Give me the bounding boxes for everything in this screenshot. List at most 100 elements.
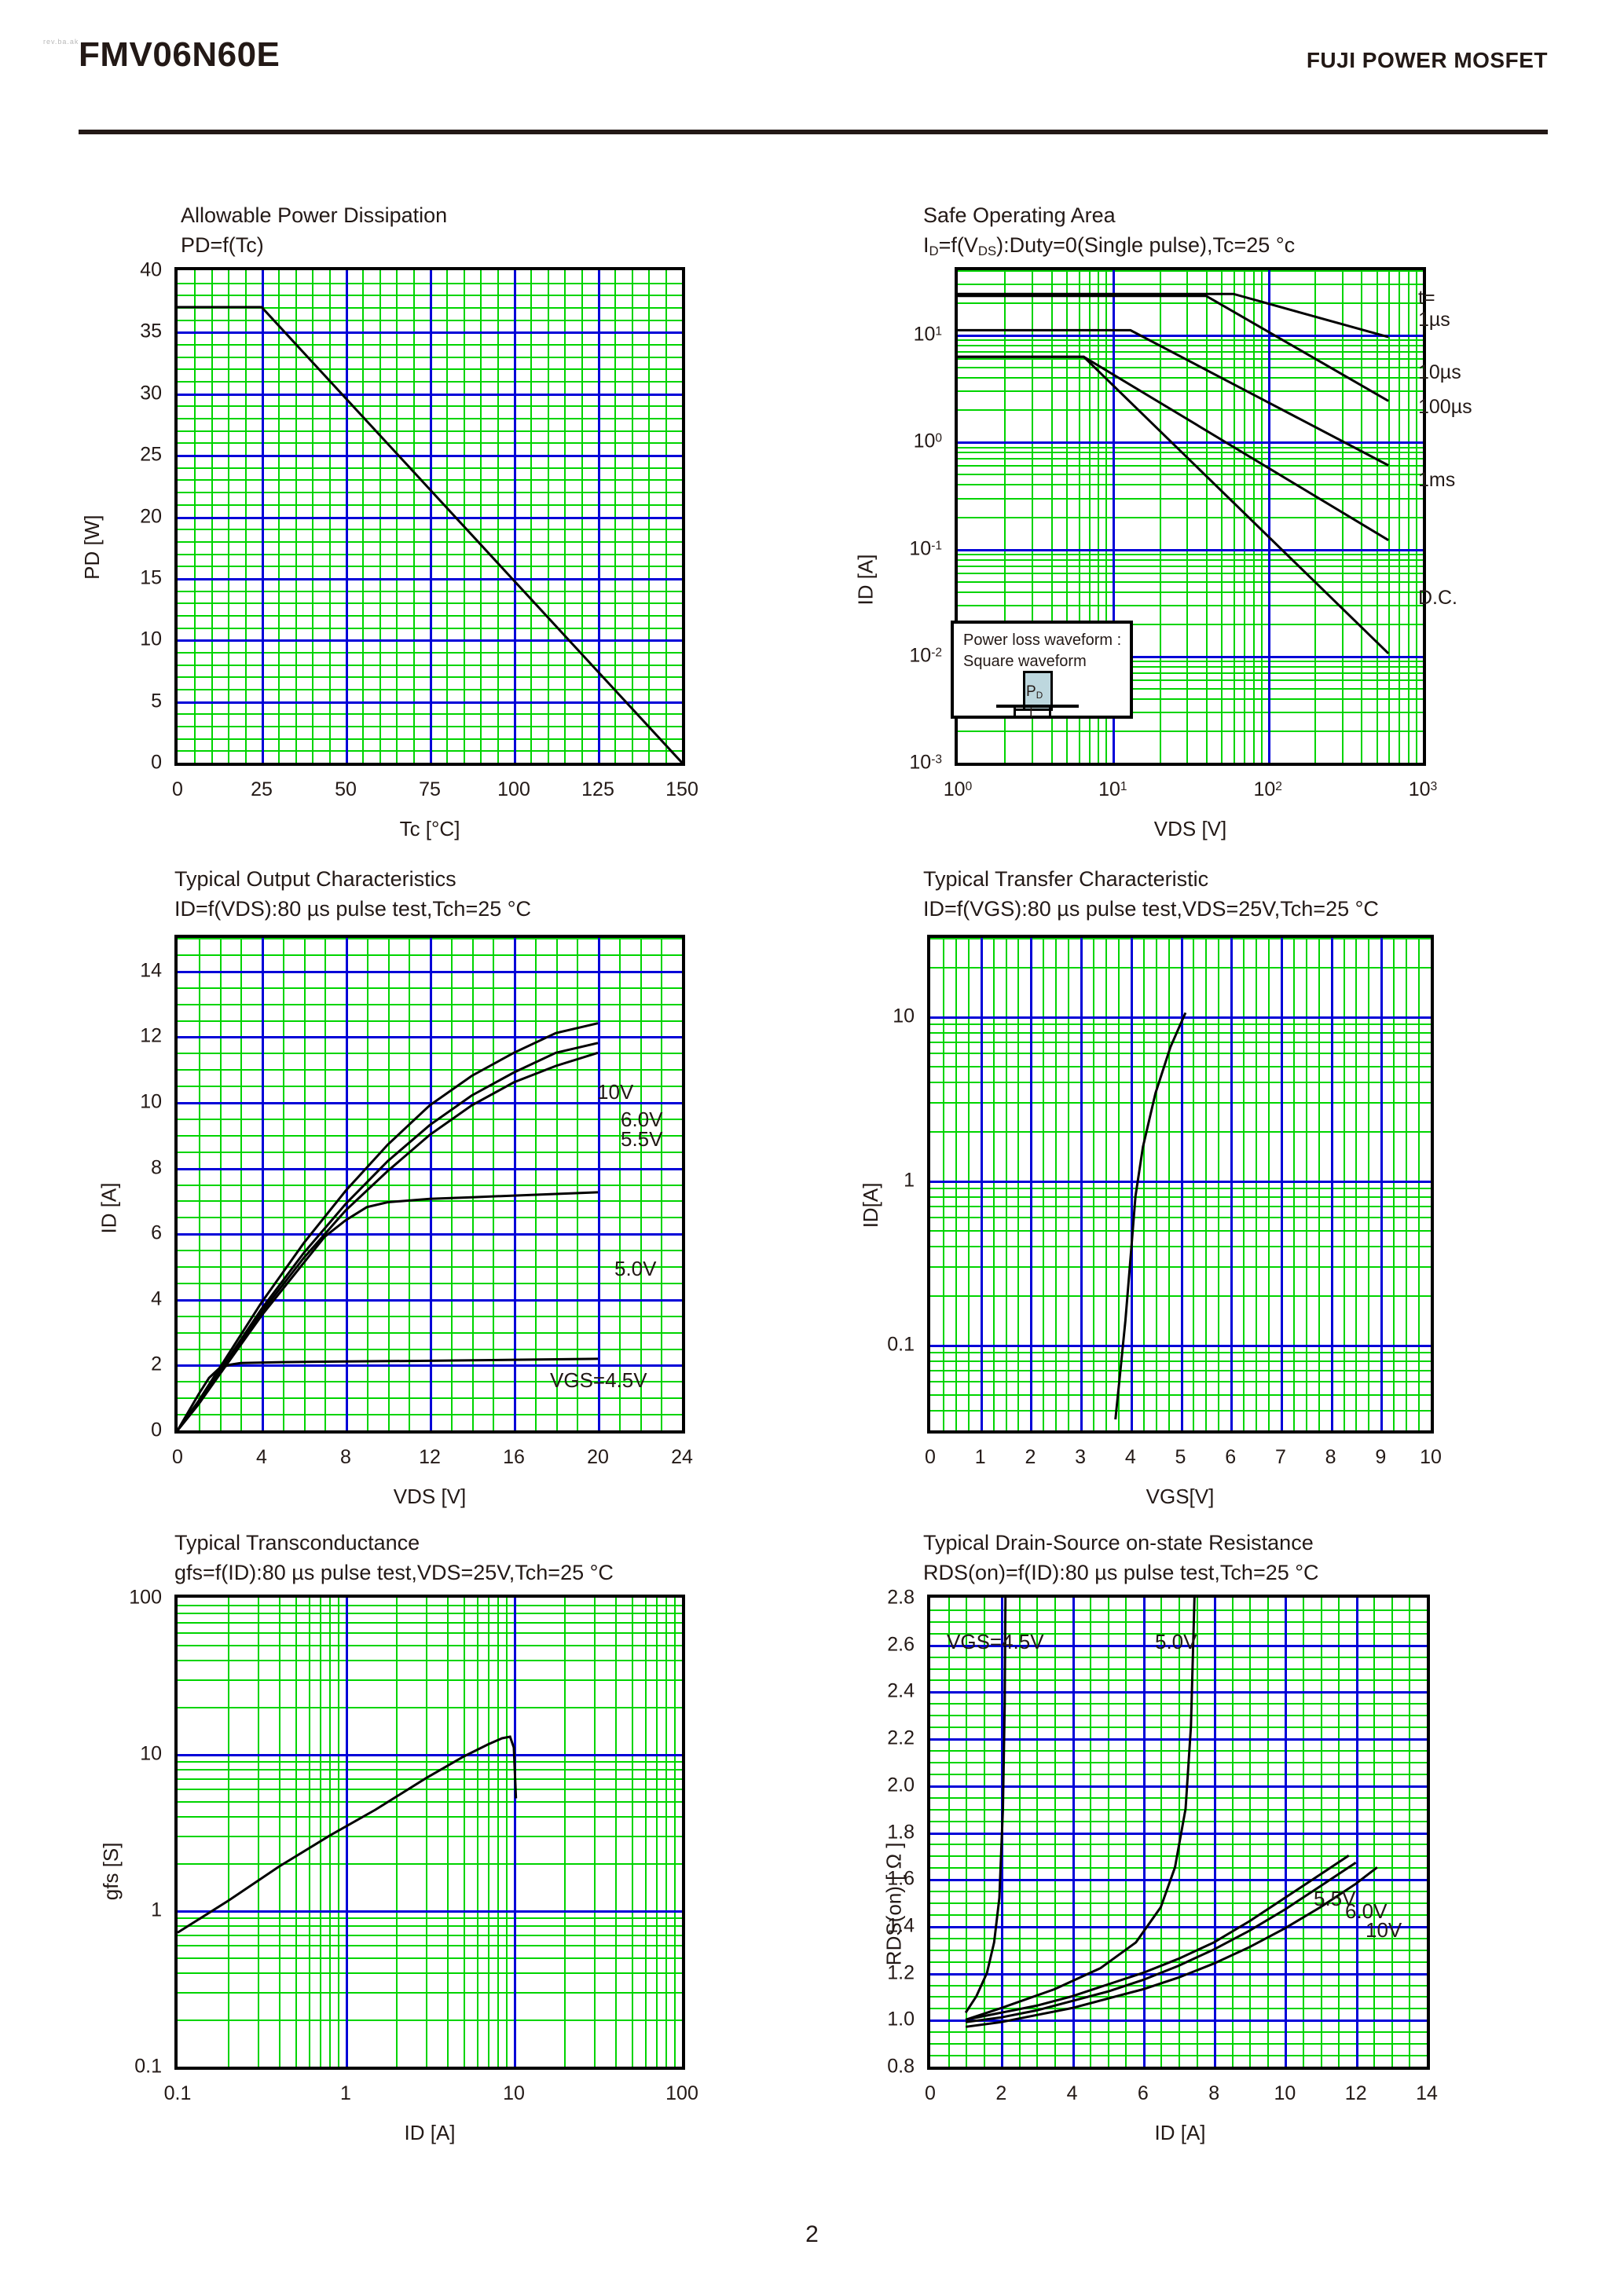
x-axis-tick: 2 [995, 2082, 1007, 2104]
soa-label-1us: 1µs [1418, 309, 1450, 331]
gridline-minor-v [1142, 938, 1145, 1430]
x-axis-tick: 6 [1225, 1446, 1237, 1468]
gridline-major-v [514, 1598, 516, 2067]
gridline-minor-v [1406, 938, 1408, 1430]
chart4-plot-area [927, 935, 1434, 1434]
x-axis-tick: 102 [1253, 778, 1282, 800]
gridline-minor-h [958, 446, 1423, 449]
gridline-major-h [958, 335, 1423, 338]
gridline-minor-h [930, 1679, 1427, 1682]
gridline-minor-v [446, 1598, 449, 2067]
output-curve-label-vgs-4-5v: VGS=4.5V [550, 1368, 647, 1392]
chart-typical-rdson: Typical Drain-Source on-state Resistance… [923, 1528, 1319, 1588]
gridline-minor-h [930, 1668, 1427, 1670]
gridline-major-h [178, 1102, 682, 1104]
gridline-major-h [930, 1832, 1427, 1835]
gridline-major-v [346, 938, 348, 1430]
x-axis-tick: 4 [1066, 2082, 1078, 2104]
x-axis-tick: 100 [497, 778, 530, 800]
gridline-minor-v [1243, 938, 1245, 1430]
gridline-major-h [958, 655, 1423, 658]
gridline-minor-h [930, 1796, 1427, 1799]
gridline-minor-h [958, 679, 1423, 681]
gridline-minor-h [958, 604, 1423, 606]
gridline-minor-h [178, 1925, 682, 1928]
chart1-y-axis-label: PD [W] [80, 514, 104, 580]
chart3-plot-area [174, 935, 685, 1434]
gridline-minor-v [1267, 938, 1270, 1430]
gridline-major-v [1267, 270, 1270, 763]
curve-layer [964, 1598, 1378, 2028]
rdson-curve-label-vgs-4-5v: VGS=4.5V [947, 1630, 1044, 1653]
chart1-plot-area [174, 267, 685, 766]
part-number-title: FMV06N60E [79, 35, 280, 74]
y-axis-tick: 10 [140, 628, 162, 650]
x-axis-tick: 5 [1175, 1446, 1186, 1468]
y-axis-tick: 2.6 [887, 1633, 915, 1656]
y-axis-tick: 0 [151, 751, 162, 774]
gridline-minor-h [958, 351, 1423, 353]
gridline-minor-v [1093, 938, 1095, 1430]
y-axis-tick: 5 [151, 690, 162, 712]
x-axis-tick: 75 [419, 778, 441, 800]
gridline-minor-h [930, 1937, 1427, 1939]
y-axis-tick: 10-2 [909, 644, 942, 667]
gridline-minor-h [930, 1727, 1427, 1729]
soa-inset-t-label: t [1029, 705, 1034, 721]
curve-id [1114, 1012, 1187, 1420]
soa-label-t-equals: t= [1418, 287, 1435, 309]
soa-label-1ms: 1ms [1418, 469, 1456, 491]
gridline-minor-h [930, 1430, 1431, 1432]
gridline-minor-h [178, 1972, 682, 1975]
gridline-minor-v [476, 1598, 478, 2067]
gridline-minor-h [930, 2055, 1427, 2057]
x-axis-tick: 0 [172, 778, 183, 800]
gridline-minor-h [958, 580, 1423, 583]
x-axis-tick: 10 [503, 2082, 525, 2104]
gridline-minor-h [958, 591, 1423, 593]
gridline-minor-h [178, 1945, 682, 1947]
gridline-minor-h [178, 1800, 682, 1803]
gridline-minor-v [594, 1598, 596, 2067]
chart1-subtitle: PD=f(Tc) [181, 233, 264, 258]
gridline-minor-v [396, 1598, 398, 2067]
x-axis-tick: 100 [943, 778, 973, 800]
y-axis-tick: 1 [151, 1899, 162, 1921]
gridline-major-v [598, 938, 600, 1430]
x-axis-tick: 1 [340, 2082, 351, 2104]
chart2-y-axis-label: ID [A] [853, 554, 878, 606]
y-axis-tick: 0 [151, 1419, 162, 1441]
x-axis-tick: 10 [1420, 1446, 1442, 1468]
gridline-minor-v [329, 1598, 332, 2067]
curve-layer [178, 1735, 518, 1934]
gridline-minor-h [958, 572, 1423, 574]
gridline-minor-v [955, 938, 957, 1430]
gridline-minor-v [665, 1598, 668, 2067]
gridline-minor-h [930, 1855, 1427, 1858]
gridline-major-v [1030, 938, 1033, 1430]
curve-pd [178, 306, 682, 763]
gridline-major-h [958, 548, 1423, 551]
gridline-minor-v [1368, 938, 1370, 1430]
chart1-title: Allowable Power Dissipation [181, 203, 448, 227]
x-axis-tick: 4 [256, 1446, 267, 1468]
chart2-subtitle: ID=f(VDS):Duty=0(Single pulse),Tc=25 °c [923, 233, 1296, 259]
gridline-major-h [930, 1925, 1427, 1928]
y-axis-tick: 10-3 [909, 751, 942, 774]
gridline-major-v [262, 938, 264, 1430]
gridline-minor-h [178, 1957, 682, 1959]
soa-inset-baseline [996, 705, 1079, 708]
gridline-minor-v [1305, 938, 1307, 1430]
y-axis-tick: 10 [893, 1005, 915, 1027]
gridline-minor-h [178, 1679, 682, 1682]
x-axis-tick: 50 [335, 778, 357, 800]
rdson-curve-label-5-5v: 5.5V [1314, 1887, 1356, 1910]
gridline-minor-h [958, 660, 1423, 662]
chart4-x-axis-label: VGS[V] [1146, 1485, 1215, 1508]
gridline-minor-h [958, 452, 1423, 454]
y-axis-tick: 2.4 [887, 1679, 915, 1702]
gridline-minor-h [958, 665, 1423, 668]
gridline-minor-h [930, 1996, 1427, 1998]
gridline-minor-v [1292, 938, 1295, 1430]
y-axis-tick: 1.0 [887, 2008, 915, 2031]
